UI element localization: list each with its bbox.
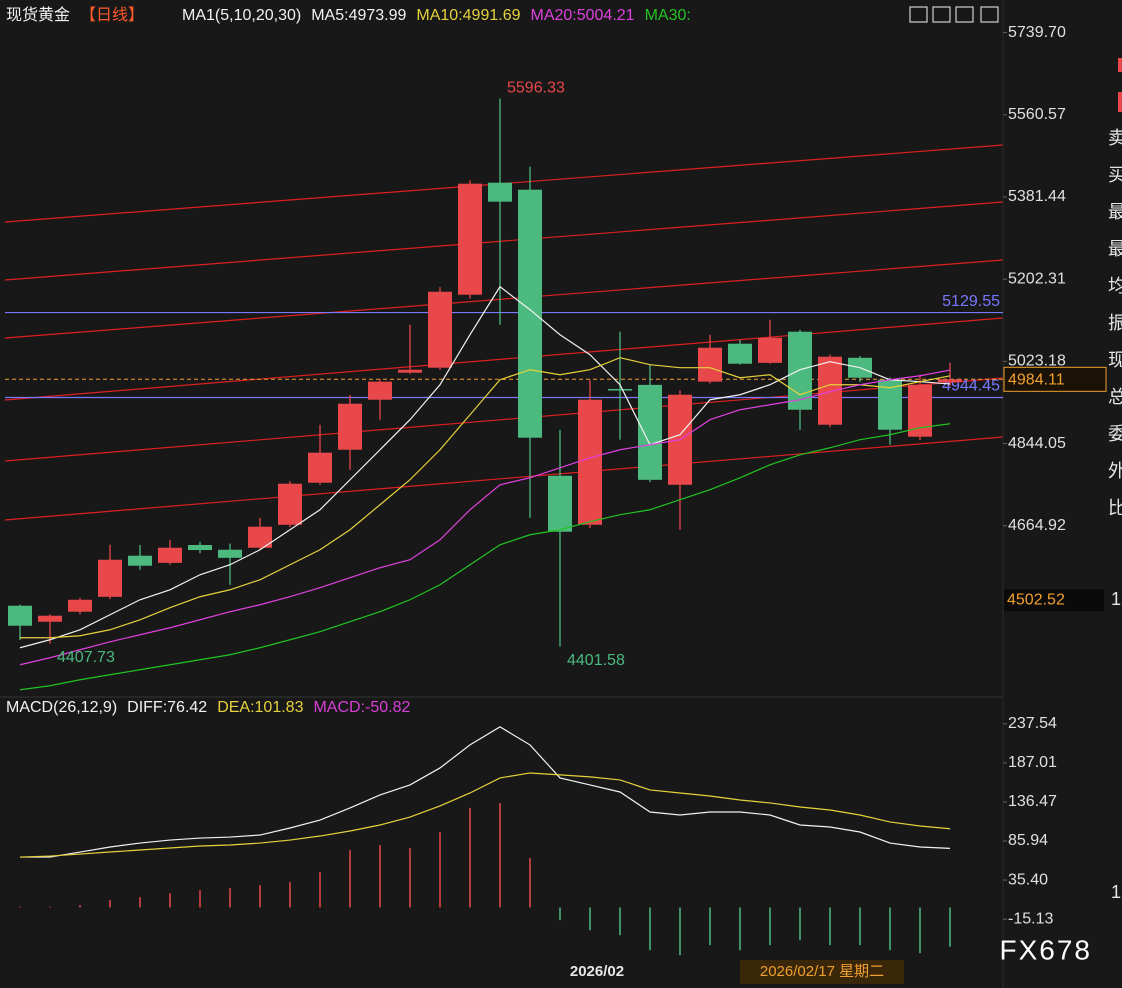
sidebar-label: 均 [1108,276,1122,296]
channel-line [4,201,1004,281]
legend-entry: MA30: [645,7,691,24]
channel-line [4,317,1004,401]
candle-body [728,343,752,364]
x-axis-label: 2026/02 [570,963,624,980]
last-price-label: 4984.11 [1008,372,1065,389]
candle-body [278,483,302,525]
y-tick-label: 4844.05 [1008,435,1066,452]
cursor-price-box [1004,589,1104,612]
y-tick-label: 5560.57 [1008,106,1066,123]
y-tick-label: 5739.70 [1008,24,1066,41]
chart-title: 现货黄金 [6,6,70,24]
candle-body [548,475,572,532]
cursor-price-label: 4502.52 [1007,591,1065,608]
candle-body [698,347,722,382]
candle-body [308,452,332,483]
legend-entry: MA5:4973.99 [311,7,406,24]
y-tick-label: 35.40 [1008,871,1048,888]
y-tick-label: 237.54 [1008,715,1057,732]
y-tick-label: 5202.31 [1008,270,1066,287]
legend-entry: MA20:5004.21 [530,7,634,24]
side-icon [1118,92,1122,112]
plot: 5739.70 5560.57 5381.44 5202.31 5023.18 4844.… [5,6,1122,984]
indicator-title: MACD(26,12,9) [6,699,117,716]
legend-entry: DIFF:76.42 [127,699,207,716]
toolbar-icon[interactable] [955,6,974,23]
sidebar-label: 委 [1108,424,1122,444]
macd-line [19,772,951,858]
sidebar-label: 比 [1108,498,1122,518]
y-tick-label: -15.13 [1008,910,1053,927]
candle-body [38,615,62,622]
legend-entry: MACD:-50.82 [313,699,410,716]
candle-body [368,381,392,400]
candle-body [248,526,272,548]
cursor-date-label: 2026/02/17 星期二 [760,963,884,980]
candle-body [818,356,842,425]
candle-body [488,182,512,202]
sidebar-label: 最 [1108,202,1122,222]
candle-body [338,403,362,450]
y-tick-label: 4664.92 [1008,517,1066,534]
sidebar-digit: 1 [1111,589,1121,609]
y-tick-label: 136.47 [1008,793,1057,810]
ma-line [20,357,951,639]
candle-body [938,379,962,383]
extreme-label: 5596.33 [507,80,565,97]
legend-entry: MA10:4991.69 [416,7,520,24]
y-tick-label: 187.01 [1008,754,1057,771]
extreme-label: 4407.73 [57,649,115,666]
sidebar-label: 总 [1108,387,1122,407]
toolbar-icons[interactable] [909,6,999,23]
candle-body [908,384,932,437]
candle-body [518,189,542,438]
channel-lines [4,144,1004,521]
toolbar-icon[interactable] [980,6,999,23]
sidebar-label: 卖 [1108,128,1122,148]
watermark: FX678 [1000,934,1093,965]
candle-body [608,388,632,391]
sidebar-label: 最 [1108,239,1122,259]
indicator-label: MA1(5,10,20,30) [182,7,301,24]
toolbar-icon[interactable] [909,6,928,23]
candle-body [788,331,812,410]
y-tick-label: 5381.44 [1008,188,1066,205]
sidebar-label: 现 [1108,350,1122,370]
candle-body [128,555,152,566]
candle-body [98,559,122,597]
period-label: 【日线】 [80,6,144,24]
candle-body [398,369,422,373]
channel-line [4,259,1004,339]
ma-line [19,369,951,666]
y-tick-label: 5023.18 [1008,353,1066,370]
cursor-date-box [740,960,904,984]
last-price-box [1003,366,1107,392]
candle-body [68,599,92,612]
candle-body [158,547,182,563]
horizontal-line-label: 5129.55 [942,293,1000,310]
sidebar-label: 振 [1108,313,1122,333]
candle-body [758,337,782,363]
toolbar-icon[interactable] [932,6,951,23]
candle-body [578,399,602,525]
ma-line [19,423,951,691]
side-icon [1118,58,1122,72]
legend-entry: DEA:101.83 [217,699,303,716]
candle-body [188,544,212,551]
sidebar-label: 买 [1108,165,1122,185]
candle-body [8,605,32,626]
channel-line [4,436,1004,521]
candle-body [638,384,662,480]
sidebar-label: 外 [1108,461,1122,481]
candle-body [218,549,242,558]
extreme-label: 4401.58 [567,652,625,669]
ma-line [19,285,951,649]
sidebar-digit: 1 [1111,882,1121,902]
candle-body [428,291,452,368]
macd-line [20,726,951,858]
candle-body [458,183,482,295]
y-tick-label: 85.94 [1008,832,1048,849]
